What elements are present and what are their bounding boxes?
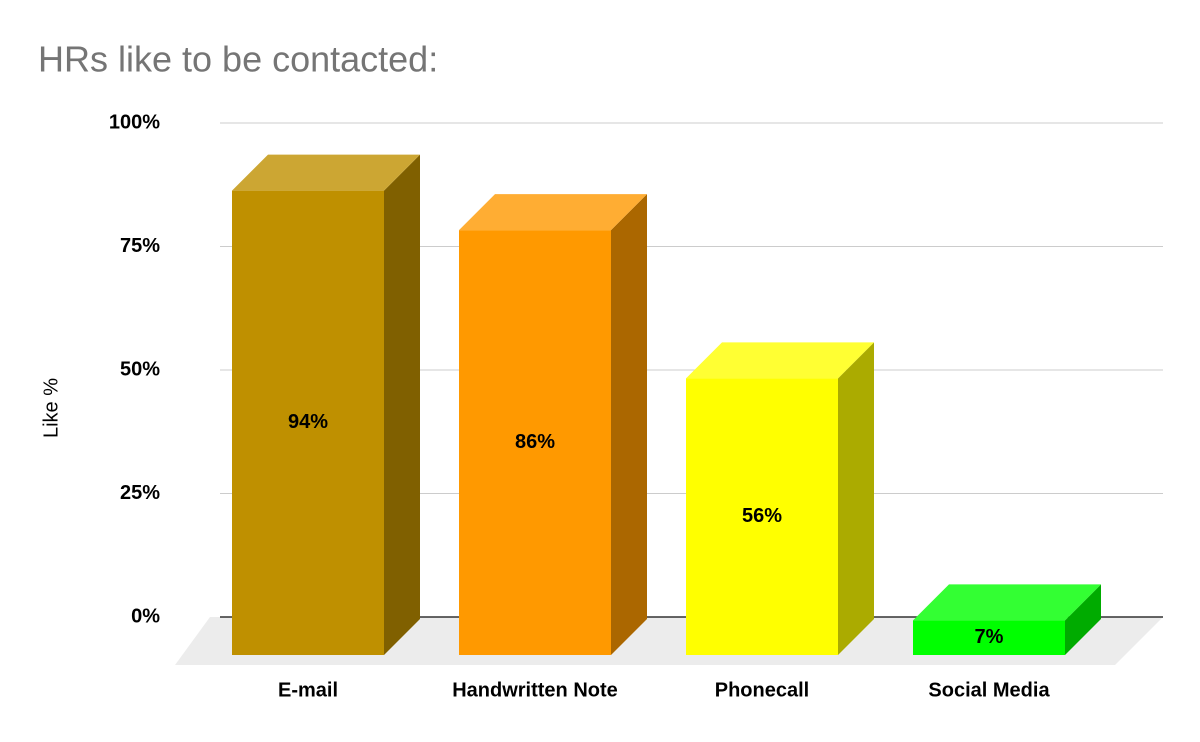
bar bbox=[913, 620, 1065, 655]
y-tick-label: 0% bbox=[131, 605, 160, 627]
x-tick-label: Social Media bbox=[928, 679, 1050, 701]
data-label: 56% bbox=[742, 505, 782, 527]
bar-side bbox=[384, 154, 420, 655]
data-label: 94% bbox=[288, 411, 328, 433]
data-label: 86% bbox=[515, 431, 555, 453]
bar bbox=[232, 190, 384, 655]
bar-top bbox=[232, 154, 420, 191]
y-tick-label: 50% bbox=[120, 358, 160, 380]
y-tick-label: 75% bbox=[120, 235, 160, 257]
bar-side bbox=[1065, 584, 1101, 655]
bar bbox=[686, 378, 838, 655]
bar bbox=[459, 230, 611, 655]
data-label: 7% bbox=[975, 626, 1004, 648]
bar-top bbox=[913, 584, 1101, 621]
bar-side bbox=[611, 194, 647, 655]
bar-top bbox=[459, 194, 647, 231]
y-axis-label: Like % bbox=[40, 378, 62, 438]
x-tick-label: Handwritten Note bbox=[452, 679, 618, 701]
bar-top bbox=[686, 342, 874, 379]
y-tick-label: 25% bbox=[120, 482, 160, 504]
y-tick-label: 100% bbox=[109, 111, 160, 133]
chart-title: HRs like to be contacted: bbox=[38, 39, 438, 80]
x-tick-label: E-mail bbox=[278, 679, 338, 701]
x-tick-label: Phonecall bbox=[715, 679, 809, 701]
bar-side bbox=[838, 342, 874, 655]
